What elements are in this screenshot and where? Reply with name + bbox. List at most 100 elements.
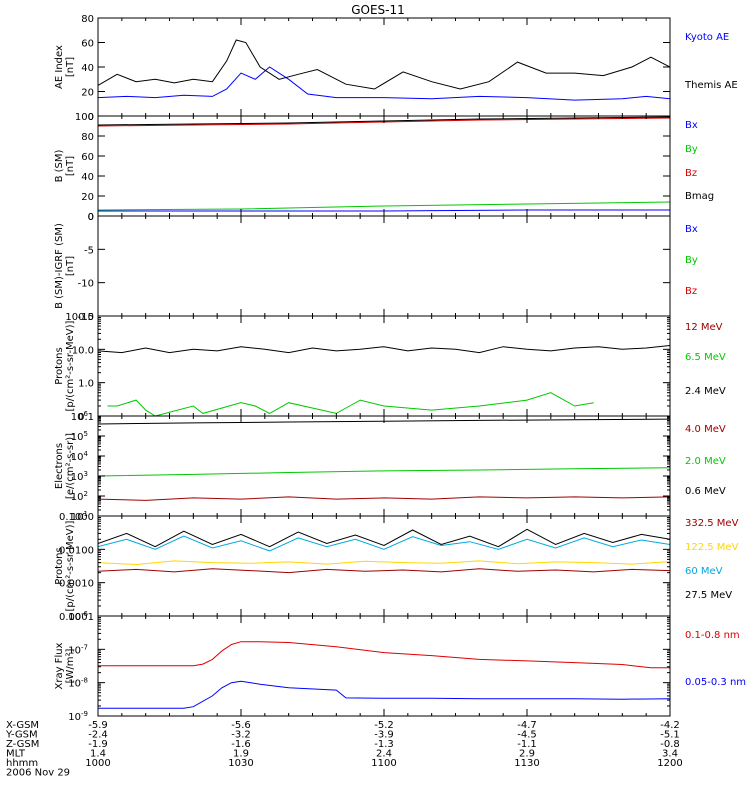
orbit-value-0-2: -1.9 (88, 739, 108, 750)
series-line-0-1 (98, 39, 670, 90)
y-tick-label-3-2: 10.0 (72, 345, 94, 356)
legend-6-0: 0.1-0.8 nm (685, 630, 740, 641)
legend-3-2: 2.4 MeV (685, 386, 726, 397)
chart-title: GOES-11 (351, 3, 405, 17)
orbit-value-2-2: -1.3 (374, 739, 394, 750)
y-axis-label-4-0: Electrons (54, 443, 65, 489)
y-axis-label-1-0: B (SM) (54, 149, 65, 182)
y-tick-label-3-3: 100.0 (65, 312, 94, 323)
orbit-row-label-0: X-GSM (6, 720, 39, 731)
legend-0-0: Kyoto AE (685, 32, 729, 43)
legend-4-2: 0.6 MeV (685, 486, 726, 497)
y-tick-label-2-2: -5 (84, 245, 94, 256)
orbit-value-3-2: -1.1 (517, 739, 537, 750)
orbit-value-0-0: -5.9 (88, 720, 108, 731)
orbit-row-label-2: Z-GSM (6, 739, 39, 750)
y-axis-label-6-1: [W/m²] (65, 648, 76, 683)
orbit-value-1-4: 1030 (228, 758, 253, 769)
legend-3-0: 12 MeV (685, 322, 723, 333)
orbit-value-4-4: 1200 (657, 758, 682, 769)
orbit-value-3-0: -4.7 (517, 720, 537, 731)
orbit-value-0-3: 1.4 (90, 749, 106, 760)
series-line-0-0 (98, 66, 670, 101)
y-axis-label-6-0: Xray Flux (54, 642, 65, 689)
orbit-value-3-1: -4.5 (517, 730, 537, 741)
legend-0-1: Themis AE (684, 80, 738, 91)
series-line-4-0 (98, 496, 670, 501)
orbit-value-4-1: -5.1 (660, 730, 680, 741)
orbit-value-4-2: -0.8 (660, 739, 680, 750)
orbit-value-4-0: -4.2 (660, 720, 680, 731)
panel-3: 0.1 1.0 10.0 100.0 Protons [p/(cm²-s-sr-MeV)]… (54, 312, 726, 423)
y-tick-label-3-1: 1.0 (78, 379, 94, 390)
legend-4-1: 2.0 MeV (685, 456, 726, 467)
series-line-3-1 (107, 392, 594, 416)
y-tick-label-5-3: 0.1000 (59, 512, 94, 523)
legend-1-1: By (685, 144, 698, 155)
y-tick-label-0-4: 80 (81, 14, 94, 25)
y-axis-label-0-0: AE Index (54, 45, 65, 89)
orbit-value-2-0: -5.2 (374, 720, 394, 731)
orbit-row-label-4: hhmm (6, 758, 38, 769)
y-tick-label-6-0: 10-9 (68, 710, 88, 723)
y-axis-label-2-0: B (SM)-IGRF (SM) (54, 223, 65, 309)
y-tick-label-1-3: 60 (81, 152, 94, 163)
legend-1-3: Bmag (685, 191, 714, 202)
y-axis-label-5-0: Protons (54, 547, 65, 584)
y-axis-label-1-1: [nT] (65, 156, 76, 176)
orbit-value-2-4: 1100 (371, 758, 396, 769)
date-label: 2006 Nov 29 (6, 768, 70, 779)
legend-5-1: 122.5 MeV (685, 542, 739, 553)
series-line-6-0 (98, 641, 670, 669)
y-tick-label-2-0: -15 (78, 312, 94, 323)
y-axis-label-4-1: [e/(cm²-s-sr)] (65, 433, 76, 499)
series-line-5-0 (98, 568, 670, 574)
series-line-1-1 (98, 201, 670, 211)
legend-5-3: 27.5 MeV (685, 590, 732, 601)
legend-4-0: 4.0 MeV (685, 424, 726, 435)
orbit-value-1-1: -3.2 (231, 730, 251, 741)
y-axis-label-2-1: [nT] (65, 256, 76, 276)
orbit-value-1-2: -1.6 (231, 739, 251, 750)
series-line-4-1 (98, 467, 670, 477)
y-tick-label-1-2: 40 (81, 172, 94, 183)
y-tick-label-0-2: 40 (81, 63, 94, 74)
series-line-6-1 (98, 680, 670, 709)
orbit-value-0-1: -2.4 (88, 730, 108, 741)
panel-frame-0 (97, 17, 671, 117)
legend-6-1: 0.05-0.3 nm (685, 677, 746, 688)
legend-1-0: Bx (685, 120, 698, 131)
orbit-value-3-3: 2.9 (519, 749, 535, 760)
orbit-value-3-4: 1130 (514, 758, 539, 769)
series-line-5-2 (98, 535, 670, 552)
panel-5: 0.0001 0.0010 0.0100 0.1000 Protons [p/(cm²-s… (54, 512, 739, 623)
y-axis-label-0-1: [nT] (65, 57, 76, 77)
y-axis-label-3-0: Protons (54, 347, 65, 384)
orbit-value-2-1: -3.9 (374, 730, 394, 741)
legend-2-1: By (685, 255, 698, 266)
orbit-value-1-0: -5.6 (231, 720, 251, 731)
legend-5-2: 60 MeV (685, 566, 723, 577)
orbit-value-1-3: 1.9 (233, 749, 249, 760)
y-tick-label-0-1: 20 (81, 88, 94, 99)
y-axis-label-5-1: [p/(cm²-s-sr-MeV)] (65, 520, 76, 611)
y-tick-label-5-1: 0.0010 (59, 579, 94, 590)
panel-frame-4 (97, 415, 671, 517)
panel-2: -15 -10 -5 0 B (SM)-IGRF (SM) [nT] Bx By Bz (54, 212, 698, 323)
y-tick-label-1-4: 80 (81, 132, 94, 143)
y-tick-label-5-0: 0.0001 (59, 612, 94, 623)
panel-0: 0 20 40 60 80 AE Index [nT] Kyoto AE Themis AE (54, 14, 738, 123)
y-tick-label-3-0: 0.1 (78, 412, 94, 423)
legend-1-2: Bz (685, 168, 697, 179)
panel-1: 0 20 40 60 80 100 B (SM) [nT] Bx By Bz Bmag (54, 112, 714, 223)
panel-frame-1 (97, 115, 671, 217)
orbit-value-4-3: 3.4 (662, 749, 678, 760)
orbit-value-2-3: 2.4 (376, 749, 392, 760)
legend-2-2: Bz (685, 286, 697, 297)
legend-3-1: 6.5 MeV (685, 352, 726, 363)
series-line-3-2 (98, 345, 670, 354)
y-axis-label-3-1: [p/(cm²-s-sr-MeV)] (65, 320, 76, 411)
